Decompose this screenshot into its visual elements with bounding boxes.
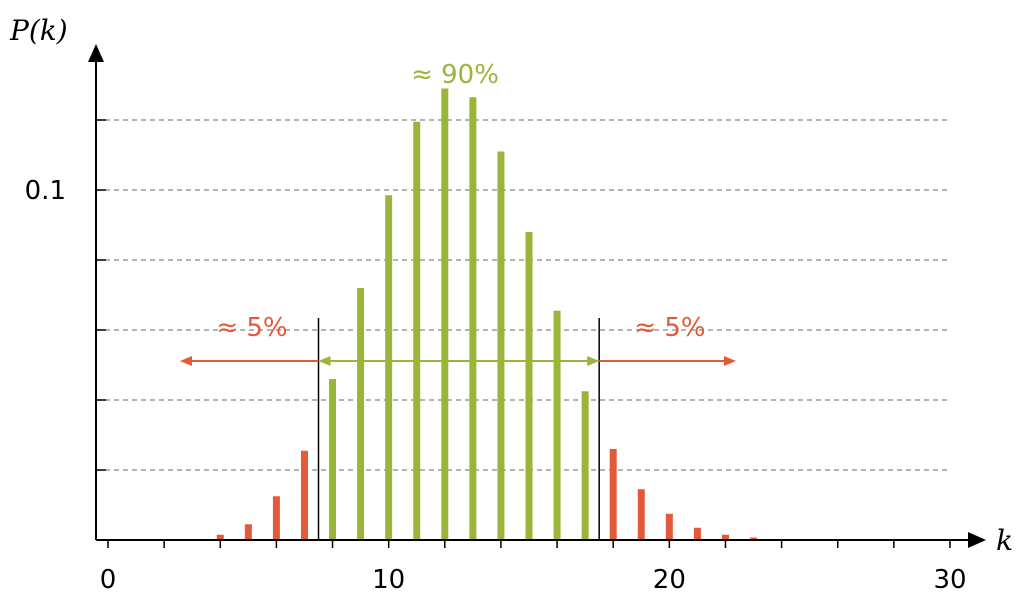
- center-range-arrow-head-right: [587, 356, 600, 366]
- range-arrows: [180, 356, 736, 366]
- bar-k-7: [300, 450, 308, 540]
- bar-k-9: [357, 288, 365, 540]
- x-tick-label: 0: [100, 565, 117, 595]
- bar-k-14: [497, 151, 505, 540]
- grid-lines: [96, 119, 950, 471]
- bar-k-23: [750, 537, 758, 540]
- bar-k-8: [329, 379, 337, 540]
- bar-k-15: [525, 232, 533, 540]
- bar-k-18: [609, 449, 617, 540]
- y-axis-arrowhead: [88, 44, 104, 62]
- axes: [88, 44, 986, 548]
- bar-k-13: [469, 97, 477, 540]
- center-percent-label: ≈ 90%: [411, 60, 499, 90]
- bar-k-16: [553, 310, 561, 540]
- x-tick-label: 10: [372, 565, 405, 595]
- y-tick-label: 0.1: [25, 176, 66, 206]
- x-axis-arrowhead: [968, 532, 986, 548]
- bar-k-22: [721, 534, 729, 540]
- bar-k-12: [441, 88, 449, 540]
- bar-k-6: [272, 496, 280, 540]
- x-tick-label: 30: [933, 565, 966, 595]
- y-axis-label: P(k): [9, 14, 68, 47]
- bar-k-5: [244, 524, 252, 540]
- x-tick-label: 20: [653, 565, 686, 595]
- x-tick-labels: 0 10 20 30: [100, 565, 967, 595]
- bar-k-19: [637, 489, 645, 540]
- bar-k-21: [693, 527, 701, 540]
- bar-k-11: [413, 121, 421, 540]
- cutoff-lines: [317, 318, 600, 540]
- bar-k-10: [385, 195, 393, 540]
- right-tail-arrow-head: [724, 356, 736, 366]
- right-tail-percent-label: ≈ 5%: [634, 313, 705, 343]
- center-range-arrow-head-left: [318, 356, 331, 366]
- x-axis-label: k: [996, 524, 1013, 557]
- bars: [216, 88, 758, 540]
- y-tick-labels: 0.1: [25, 176, 66, 206]
- left-tail-percent-label: ≈ 5%: [216, 313, 287, 343]
- left-tail-arrow-head: [180, 356, 192, 366]
- bar-k-17: [581, 391, 589, 540]
- bar-k-4: [216, 534, 224, 540]
- bar-k-20: [665, 513, 673, 540]
